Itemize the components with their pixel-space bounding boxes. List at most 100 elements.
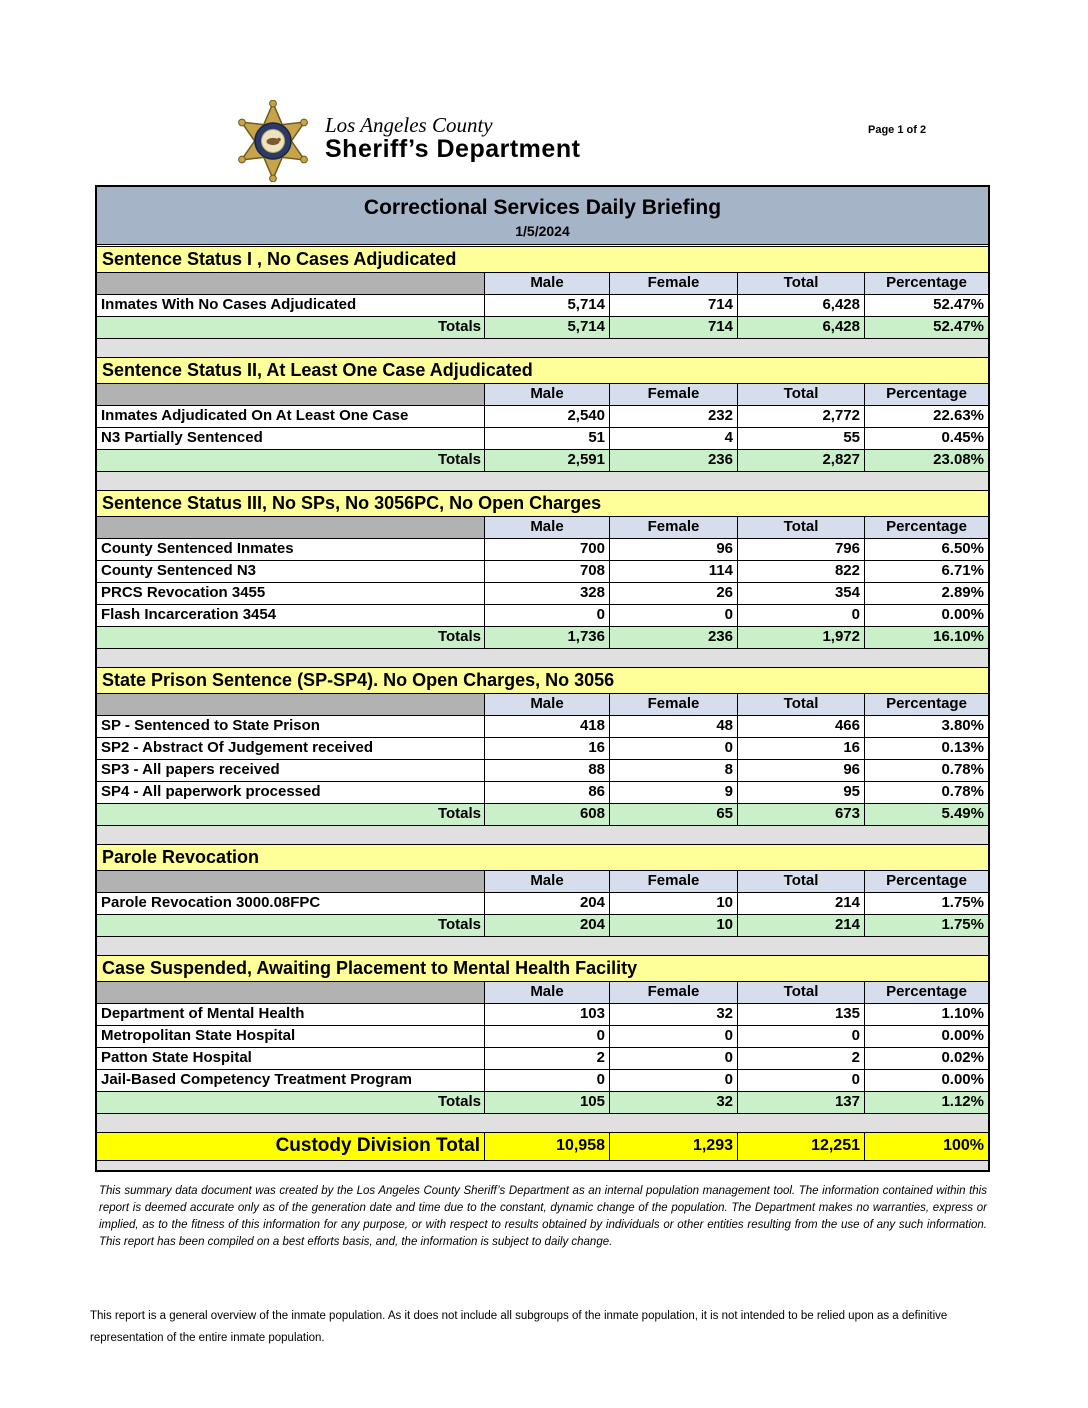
totals-percentage: 23.08%	[865, 450, 988, 471]
totals-total: 673	[738, 804, 865, 825]
row-label: PRCS Revocation 3455	[97, 583, 485, 604]
column-header-male: Male	[485, 517, 610, 538]
report-section: Sentence Status I , No Cases Adjudicated…	[97, 247, 988, 358]
totals-male: 1,736	[485, 627, 610, 648]
cell-male: 16	[485, 738, 610, 759]
cell-male: 0	[485, 1070, 610, 1091]
row-label: Patton State Hospital	[97, 1048, 485, 1069]
row-label: Flash Incarceration 3454	[97, 605, 485, 626]
cell-female: 114	[610, 561, 738, 582]
totals-total: 137	[738, 1092, 865, 1113]
header-corner-cell	[97, 384, 485, 405]
totals-total: 2,827	[738, 450, 865, 471]
table-row: County Sentenced N3 708 114 822 6.71%	[97, 561, 988, 583]
cell-male: 700	[485, 539, 610, 560]
section-spacer	[97, 1114, 988, 1133]
cell-female: 8	[610, 760, 738, 781]
section-title: Sentence Status I , No Cases Adjudicated	[97, 247, 988, 273]
table-row: Patton State Hospital 2 0 2 0.02%	[97, 1048, 988, 1070]
cell-percentage: 6.71%	[865, 561, 988, 582]
section-title: Case Suspended, Awaiting Placement to Me…	[97, 956, 988, 982]
grand-total-percentage: 100%	[865, 1133, 988, 1160]
column-header-row: Male Female Total Percentage	[97, 982, 988, 1004]
sheriff-star-badge-icon	[238, 100, 308, 182]
table-row: County Sentenced Inmates 700 96 796 6.50%	[97, 539, 988, 561]
header-corner-cell	[97, 517, 485, 538]
column-header-female: Female	[610, 384, 738, 405]
row-label: SP3 - All papers received	[97, 760, 485, 781]
cell-total: 16	[738, 738, 865, 759]
column-header-percentage: Percentage	[865, 694, 988, 715]
cell-male: 0	[485, 605, 610, 626]
divider	[97, 245, 988, 247]
header-corner-cell	[97, 273, 485, 294]
table-row: PRCS Revocation 3455 328 26 354 2.89%	[97, 583, 988, 605]
column-header-row: Male Female Total Percentage	[97, 871, 988, 893]
table-row: Jail-Based Competency Treatment Program 0…	[97, 1070, 988, 1092]
cell-percentage: 1.10%	[865, 1004, 988, 1025]
cell-total: 354	[738, 583, 865, 604]
column-header-female: Female	[610, 694, 738, 715]
table-row: N3 Partially Sentenced 51 4 55 0.45%	[97, 428, 988, 450]
totals-percentage: 1.12%	[865, 1092, 988, 1113]
cell-total: 2,772	[738, 406, 865, 427]
section-totals-row: Totals 105 32 137 1.12%	[97, 1092, 988, 1114]
cell-percentage: 1.75%	[865, 893, 988, 914]
column-header-female: Female	[610, 871, 738, 892]
row-label: N3 Partially Sentenced	[97, 428, 485, 449]
column-header-female: Female	[610, 982, 738, 1003]
column-header-male: Male	[485, 982, 610, 1003]
cell-percentage: 6.50%	[865, 539, 988, 560]
column-header-total: Total	[738, 982, 865, 1003]
agency-name-department: Sheriff’s Department	[325, 135, 581, 163]
grand-total-female: 1,293	[610, 1133, 738, 1160]
totals-label: Totals	[97, 1092, 485, 1113]
report-title: Correctional Services Daily Briefing	[363, 196, 722, 219]
column-header-male: Male	[485, 871, 610, 892]
section-totals-row: Totals 5,714 714 6,428 52.47%	[97, 317, 988, 339]
cell-total: 96	[738, 760, 865, 781]
table-row: Inmates With No Cases Adjudicated 5,714 71…	[97, 295, 988, 317]
row-label: SP2 - Abstract Of Judgement received	[97, 738, 485, 759]
cell-percentage: 0.45%	[865, 428, 988, 449]
table-bottom-strip	[97, 1161, 988, 1170]
cell-male: 328	[485, 583, 610, 604]
row-label: SP - Sentenced to State Prison	[97, 716, 485, 737]
cell-total: 822	[738, 561, 865, 582]
section-spacer	[97, 937, 988, 956]
totals-male: 2,591	[485, 450, 610, 471]
table-row: Inmates Adjudicated On At Least One Case…	[97, 406, 988, 428]
cell-total: 796	[738, 539, 865, 560]
cell-percentage: 0.78%	[865, 782, 988, 803]
section-title: State Prison Sentence (SP-SP4). No Open …	[97, 668, 988, 694]
column-header-male: Male	[485, 273, 610, 294]
column-header-total: Total	[738, 384, 865, 405]
report-table: Correctional Services Daily Briefing 1/5…	[95, 185, 990, 1172]
cell-percentage: 2.89%	[865, 583, 988, 604]
cell-male: 86	[485, 782, 610, 803]
section-title: Parole Revocation	[97, 845, 988, 871]
cell-total: 0	[738, 1026, 865, 1047]
cell-total: 0	[738, 1070, 865, 1091]
cell-female: 96	[610, 539, 738, 560]
cell-female: 714	[610, 295, 738, 316]
cell-percentage: 0.13%	[865, 738, 988, 759]
column-header-male: Male	[485, 384, 610, 405]
table-row: Flash Incarceration 3454 0 0 0 0.00%	[97, 605, 988, 627]
cell-total: 95	[738, 782, 865, 803]
report-section: Parole Revocation Male Female Total Percenta…	[97, 845, 988, 956]
table-row: SP4 - All paperwork processed 86 9 95 0.78%	[97, 782, 988, 804]
column-header-row: Male Female Total Percentage	[97, 694, 988, 716]
cell-female: 32	[610, 1004, 738, 1025]
cell-percentage: 0.02%	[865, 1048, 988, 1069]
report-titlebar: Correctional Services Daily Briefing 1/5…	[97, 187, 988, 245]
cell-percentage: 0.00%	[865, 605, 988, 626]
row-label: County Sentenced Inmates	[97, 539, 485, 560]
report-section: Sentence Status III, No SPs, No 3056PC, …	[97, 491, 988, 668]
cell-percentage: 52.47%	[865, 295, 988, 316]
cell-female: 232	[610, 406, 738, 427]
section-spacer	[97, 826, 988, 845]
report-section: Case Suspended, Awaiting Placement to Me…	[97, 956, 988, 1133]
table-row: SP - Sentenced to State Prison 418 48 466 3.…	[97, 716, 988, 738]
section-totals-row: Totals 1,736 236 1,972 16.10%	[97, 627, 988, 649]
